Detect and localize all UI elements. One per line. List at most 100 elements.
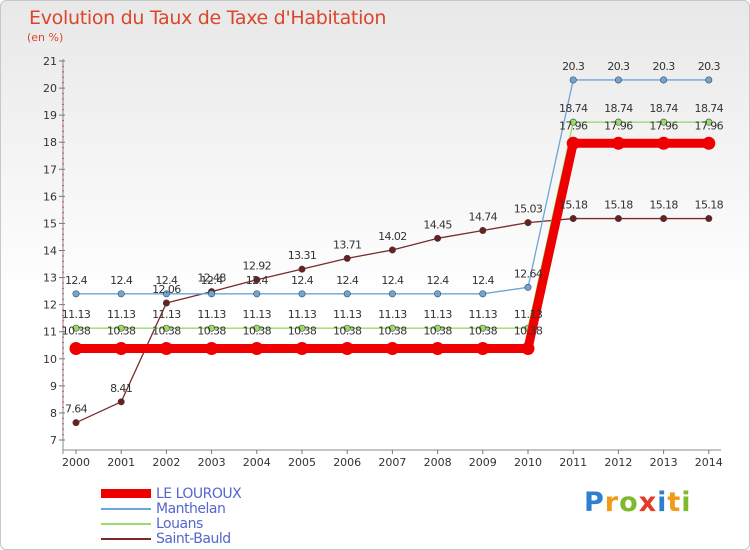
data-label: 13.71 [333, 238, 362, 251]
y-axis-tick-label: 15 [43, 217, 57, 230]
x-axis-tick-label: 2005 [288, 456, 316, 469]
data-point [72, 290, 80, 298]
legend-swatch [101, 507, 151, 510]
data-point [72, 419, 80, 427]
data-label: 18.74 [695, 102, 724, 115]
legend-label: Manthelan [156, 500, 226, 517]
data-label: 17.96 [695, 119, 724, 132]
data-point [117, 398, 125, 406]
data-point [162, 324, 170, 332]
data-label: 12.4 [381, 274, 404, 287]
data-label: 20.3 [698, 60, 721, 73]
data-point [205, 341, 219, 355]
data-label: 20.3 [607, 60, 630, 73]
data-point [434, 234, 442, 242]
data-point [159, 341, 173, 355]
y-axis-tick-label: 20 [43, 82, 57, 95]
data-label: 12.06 [152, 283, 181, 296]
series-louans [72, 118, 713, 332]
data-point [388, 290, 396, 298]
x-axis-tick-label: 2004 [243, 456, 271, 469]
data-label: 8.41 [110, 382, 132, 395]
data-point [343, 290, 351, 298]
x-axis-tick-label: 2013 [650, 456, 678, 469]
data-point [521, 341, 535, 355]
legend-swatch [101, 489, 151, 498]
data-label: 10.38 [197, 324, 226, 337]
data-point [253, 324, 261, 332]
data-label: 7.64 [65, 403, 88, 416]
data-label: 18.74 [649, 102, 678, 115]
data-point [569, 118, 577, 126]
y-axis-tick-label: 8 [50, 407, 57, 420]
data-label: 10.38 [514, 324, 543, 337]
data-point [566, 136, 580, 150]
data-point [162, 299, 170, 307]
y-axis-tick-label: 12 [43, 299, 57, 312]
data-label: 10.38 [107, 324, 136, 337]
x-axis-tick-label: 2002 [152, 456, 180, 469]
data-label: 12.4 [65, 274, 88, 287]
data-label: 11.13 [378, 308, 407, 321]
data-label: 17.96 [649, 119, 678, 132]
data-point [208, 290, 216, 298]
data-point [660, 76, 668, 84]
data-label: 12.4 [155, 274, 178, 287]
y-axis-tick-label: 9 [50, 380, 57, 393]
data-label: 11.13 [423, 308, 452, 321]
data-label: 14.45 [423, 218, 452, 231]
legend-item: Saint-Bauld [101, 530, 241, 547]
legend-label: LE LOUROUX [156, 485, 242, 502]
x-axis-tick-label: 2000 [62, 456, 90, 469]
data-point [569, 215, 577, 223]
data-point [343, 254, 351, 262]
data-label: 11.13 [243, 308, 272, 321]
data-label: 10.38 [62, 324, 91, 337]
data-label: 15.18 [604, 199, 633, 212]
x-axis-tick-label: 2012 [604, 456, 632, 469]
data-label: 10.38 [378, 324, 407, 337]
data-point [253, 290, 261, 298]
logo-letter: i [657, 487, 668, 518]
logo-letter: P [584, 487, 605, 518]
y-axis-tick-label: 21 [43, 55, 57, 68]
data-label: 12.4 [336, 274, 359, 287]
data-label: 18.74 [559, 102, 588, 115]
data-point [340, 341, 354, 355]
x-axis-tick-label: 2014 [695, 456, 723, 469]
legend-swatch [101, 522, 151, 525]
y-axis-tick-label: 17 [43, 163, 57, 176]
data-point [660, 215, 668, 223]
data-label: 15.18 [559, 199, 588, 212]
data-point [117, 290, 125, 298]
logo-letter: o [619, 487, 639, 518]
data-point [702, 136, 716, 150]
data-point [298, 324, 306, 332]
data-point [434, 290, 442, 298]
legend-label: Louans [156, 515, 203, 532]
data-point [614, 118, 622, 126]
data-point [385, 341, 399, 355]
legend-label: Saint-Bauld [156, 530, 231, 547]
data-point [660, 118, 668, 126]
y-axis-tick-label: 16 [43, 190, 57, 203]
x-axis-tick-label: 2003 [198, 456, 226, 469]
data-label: 15.03 [514, 203, 543, 216]
data-label: 12.4 [246, 274, 269, 287]
data-label: 11.13 [197, 308, 226, 321]
data-label: 12.48 [197, 272, 226, 285]
data-label: 20.3 [653, 60, 676, 73]
data-point [117, 324, 125, 332]
data-label: 12.4 [201, 274, 224, 287]
data-point [434, 324, 442, 332]
data-label: 11.13 [62, 308, 91, 321]
data-point [114, 341, 128, 355]
x-axis-tick-label: 2007 [378, 456, 406, 469]
legend-swatch [101, 537, 151, 540]
logo-letter: i [681, 487, 692, 518]
data-label: 11.13 [514, 308, 543, 321]
data-label: 11.13 [288, 308, 317, 321]
logo-letter: x [638, 487, 658, 518]
